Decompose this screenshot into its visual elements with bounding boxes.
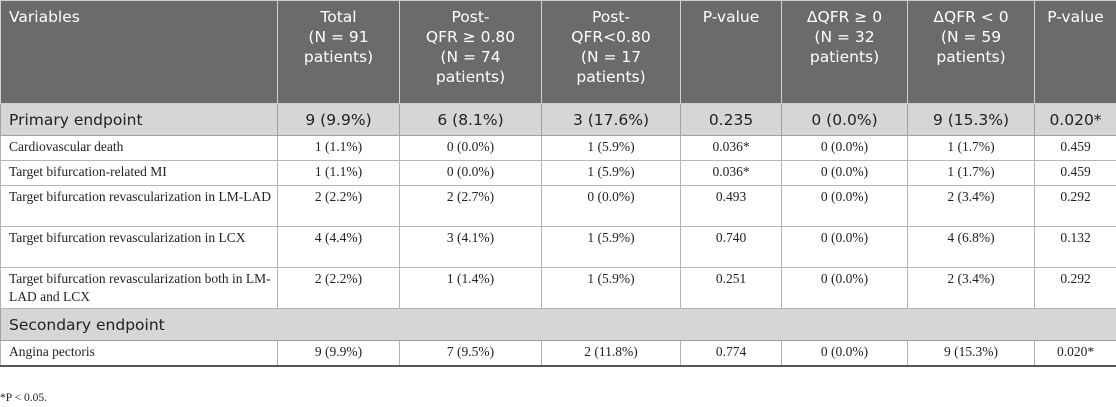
cell: 0.493 (680, 185, 782, 227)
cell: 0.459 (1034, 135, 1116, 161)
cell: 3 (17.6%) (541, 103, 681, 136)
cell: 0.036* (680, 160, 782, 186)
header-dqfr-lt-0: ΔQFR < 0 (N = 59 patients) (907, 0, 1035, 104)
cell: 0.235 (680, 103, 782, 136)
table-row: Target bifurcation-related MI 1 (1.1%) 0… (0, 160, 1116, 186)
cell: 0 (0.0%) (781, 135, 908, 161)
table-row: Target bifurcation revascularization bot… (0, 267, 1116, 309)
cell: 1 (5.9%) (541, 160, 681, 186)
cell: 9 (9.9%) (277, 103, 400, 136)
header-row: Variables Total (N = 91 patients) Post- QFR… (0, 0, 1116, 104)
cell: 0 (0.0%) (781, 340, 908, 367)
cell: 0.740 (680, 226, 782, 268)
cell: 2 (3.4%) (907, 267, 1035, 309)
cell: 0 (0.0%) (781, 226, 908, 268)
cell: 0.020* (1034, 103, 1116, 136)
table-row: Target bifurcation revascularization in … (0, 226, 1116, 268)
cell: 4 (4.4%) (277, 226, 400, 268)
header-post-qfr-lt-080: Post- QFR<0.80 (N = 17 patients) (541, 0, 681, 104)
row-label: Target bifurcation revascularization in … (0, 185, 278, 227)
cell: 2 (2.7%) (399, 185, 542, 227)
row-label: Angina pectoris (0, 340, 278, 367)
header-p-value-2: P-value (1034, 0, 1116, 104)
cell: 0 (0.0%) (781, 103, 908, 136)
cell: 0.292 (1034, 267, 1116, 309)
cell: 0.251 (680, 267, 782, 309)
cell: 0.292 (1034, 185, 1116, 227)
cell: 0.132 (1034, 226, 1116, 268)
section-label: Secondary endpoint (0, 308, 1116, 341)
cell: 4 (6.8%) (907, 226, 1035, 268)
cell: 1 (5.9%) (541, 226, 681, 268)
table-row: Target bifurcation revascularization in … (0, 185, 1116, 227)
secondary-endpoint-row: Secondary endpoint (0, 308, 1116, 341)
cell: 6 (8.1%) (399, 103, 542, 136)
cell: 2 (11.8%) (541, 340, 681, 367)
header-post-qfr-ge-080: Post- QFR ≥ 0.80 (N = 74 patients) (399, 0, 542, 104)
cell: 0.020* (1034, 340, 1116, 367)
table-row: Angina pectoris 9 (9.9%) 7 (9.5%) 2 (11.… (0, 340, 1116, 367)
header-dqfr-ge-0: ΔQFR ≥ 0 (N = 32 patients) (781, 0, 908, 104)
row-label: Target bifurcation-related MI (0, 160, 278, 186)
cell: 0 (0.0%) (781, 267, 908, 309)
section-label: Primary endpoint (0, 103, 278, 136)
cell: 0.774 (680, 340, 782, 367)
header-p-value-1: P-value (680, 0, 782, 104)
cell: 1 (1.4%) (399, 267, 542, 309)
header-variables: Variables (0, 0, 278, 104)
cell: 9 (15.3%) (907, 340, 1035, 367)
cell: 0 (0.0%) (399, 160, 542, 186)
cell: 1 (5.9%) (541, 135, 681, 161)
endpoints-table: Variables Total (N = 91 patients) Post- QFR… (0, 0, 1116, 367)
cell: 9 (15.3%) (907, 103, 1035, 136)
table-row: Cardiovascular death 1 (1.1%) 0 (0.0%) 1… (0, 135, 1116, 161)
primary-endpoint-row: Primary endpoint 9 (9.9%) 6 (8.1%) 3 (17… (0, 103, 1116, 136)
cell: 9 (9.9%) (277, 340, 400, 367)
cell: 2 (2.2%) (277, 267, 400, 309)
cell: 1 (1.1%) (277, 160, 400, 186)
header-total: Total (N = 91 patients) (277, 0, 400, 104)
cell: 0 (0.0%) (541, 185, 681, 227)
cell: 0.036* (680, 135, 782, 161)
cell: 0 (0.0%) (399, 135, 542, 161)
row-label: Target bifurcation revascularization in … (0, 226, 278, 268)
cell: 7 (9.5%) (399, 340, 542, 367)
cell: 2 (3.4%) (907, 185, 1035, 227)
cell: 3 (4.1%) (399, 226, 542, 268)
cell: 2 (2.2%) (277, 185, 400, 227)
row-label: Target bifurcation revascularization bot… (0, 267, 278, 309)
cell: 0.459 (1034, 160, 1116, 186)
cell: 0 (0.0%) (781, 160, 908, 186)
cell: 1 (5.9%) (541, 267, 681, 309)
cell: 1 (1.7%) (907, 160, 1035, 186)
footnote: *P < 0.05. (0, 392, 47, 404)
cell: 1 (1.7%) (907, 135, 1035, 161)
row-label: Cardiovascular death (0, 135, 278, 161)
cell: 1 (1.1%) (277, 135, 400, 161)
cell: 0 (0.0%) (781, 185, 908, 227)
